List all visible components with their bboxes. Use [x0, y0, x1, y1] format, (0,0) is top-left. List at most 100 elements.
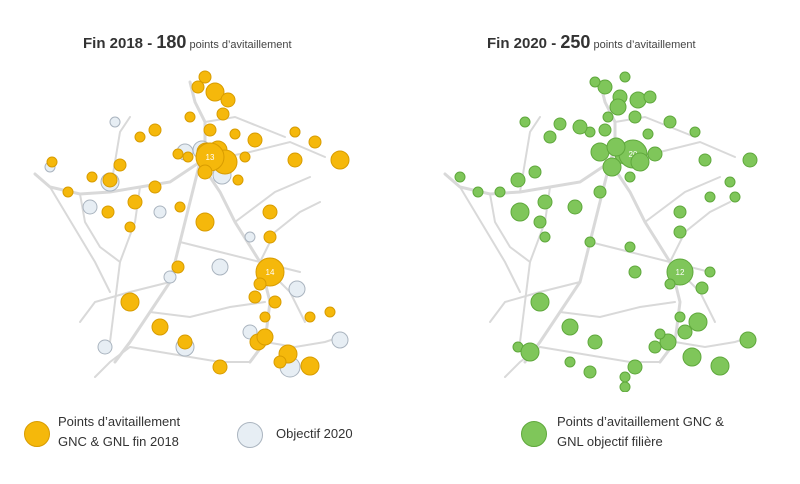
objectif-2020-point	[153, 205, 167, 219]
station-2018-point	[113, 158, 127, 172]
station-2020-point	[729, 191, 741, 203]
station-2020-point	[619, 71, 631, 83]
road-line	[149, 301, 266, 319]
station-2020-point	[673, 205, 687, 219]
station-2018-point	[198, 70, 212, 84]
legend-item-2018-line1: Points d’avitaillement	[58, 414, 181, 429]
station-2018-point	[124, 221, 136, 233]
station-2020-point	[593, 185, 607, 199]
station-2020-point	[606, 137, 626, 157]
objectif-2020-point	[97, 339, 113, 355]
road-line	[79, 281, 171, 323]
objectif-2020-point	[244, 231, 256, 243]
station-2020-point	[689, 126, 701, 138]
station-2020-point	[688, 312, 708, 332]
station-2018-point	[232, 174, 244, 186]
station-2018-point	[203, 123, 217, 137]
station-2018-point	[239, 151, 251, 163]
station-2018-point	[102, 172, 118, 188]
title-2018: Fin 2018 - 180 points d’avitaillement	[83, 32, 292, 53]
station-2018-point	[304, 311, 316, 323]
station-2018-point	[308, 135, 322, 149]
road-line	[259, 201, 321, 263]
station-2020-point	[528, 165, 542, 179]
station-2018-point	[46, 156, 58, 168]
station-2020-point	[698, 153, 712, 167]
station-2018-point	[324, 306, 336, 318]
station-2020-point	[628, 110, 642, 124]
title-2018-count: 180	[156, 32, 187, 52]
station-2018-point	[259, 311, 271, 323]
station-2020-point	[674, 311, 686, 323]
station-2018-point	[101, 205, 115, 219]
legend-item-2018-line2: GNC & GNL fin 2018	[58, 434, 179, 449]
objectif-2020-point	[288, 280, 306, 298]
road-line	[614, 115, 696, 138]
road-line	[539, 346, 661, 363]
station-2018-point	[287, 152, 303, 168]
objectif-2020-point	[331, 331, 349, 349]
road-line	[49, 186, 111, 293]
station-2018-point	[248, 290, 262, 304]
road-line	[109, 186, 141, 343]
title-2020: Fin 2020 - 250 points d’avitaillement	[487, 32, 696, 53]
station-count-label: 13	[206, 153, 215, 162]
station-2020-point	[584, 236, 596, 248]
station-2020-point	[724, 176, 736, 188]
road-line	[129, 346, 251, 363]
station-2020-point	[739, 331, 757, 349]
station-2020-point	[602, 157, 622, 177]
station-2018-point	[300, 356, 320, 376]
station-2020-point	[520, 342, 540, 362]
station-2020-point	[673, 225, 687, 239]
station-2020-point	[597, 79, 613, 95]
objectif-2020-point	[163, 270, 177, 284]
map-2018: 13 14	[33, 70, 350, 378]
road-line	[94, 346, 131, 378]
station-2020-point	[647, 146, 663, 162]
station-2018-point	[216, 107, 230, 121]
station-2018-point	[120, 292, 140, 312]
station-2020-point	[587, 334, 603, 350]
station-2018-point	[184, 111, 196, 123]
objectif-2020-point	[82, 199, 98, 215]
road-line	[443, 160, 612, 196]
road-line	[264, 336, 341, 349]
legend-item-2018: Points d’avitaillement GNC & GNL fin 201…	[58, 412, 180, 452]
station-2020-point	[519, 116, 531, 128]
legend-item-2020-line2: GNL objectif filière	[557, 434, 663, 449]
station-2020-point	[642, 128, 654, 140]
station-2020-point	[648, 340, 662, 354]
station-2018-point	[229, 128, 241, 140]
station-2020-point	[454, 171, 466, 183]
title-2020-year: Fin 2020 -	[487, 35, 561, 52]
station-2018-point	[62, 186, 74, 198]
station-2020-point	[628, 265, 642, 279]
station-2018-point	[197, 164, 213, 180]
legend-item-objectif: Objectif 2020	[276, 426, 353, 441]
station-2020-point	[663, 115, 677, 129]
station-2018-point	[289, 126, 301, 138]
station-2018-point	[182, 151, 194, 163]
station-2018-point	[191, 80, 205, 94]
station-2020-point	[619, 381, 631, 392]
station-2018-point	[220, 92, 236, 108]
station-2020-point	[677, 324, 693, 340]
station-2018-point	[330, 150, 350, 170]
station-2020-point	[590, 142, 610, 162]
station-2020-point	[682, 347, 702, 367]
station-2020-point	[629, 91, 647, 109]
station-2020-point	[710, 356, 730, 376]
station-2020-point	[572, 119, 588, 135]
station-2020-point	[643, 90, 657, 104]
station-2020-point	[598, 123, 612, 137]
station-2018-point	[212, 359, 228, 375]
station-2020-point	[553, 117, 567, 131]
legend-item-2020: Points d’avitaillement GNC & GNL objecti…	[557, 412, 724, 452]
station-2018-point	[171, 260, 185, 274]
road-line	[204, 115, 286, 138]
station-2020-point	[561, 318, 579, 336]
station-2020-point	[589, 76, 601, 88]
station-2020-point	[609, 98, 627, 116]
station-count-label: 20	[629, 150, 638, 159]
